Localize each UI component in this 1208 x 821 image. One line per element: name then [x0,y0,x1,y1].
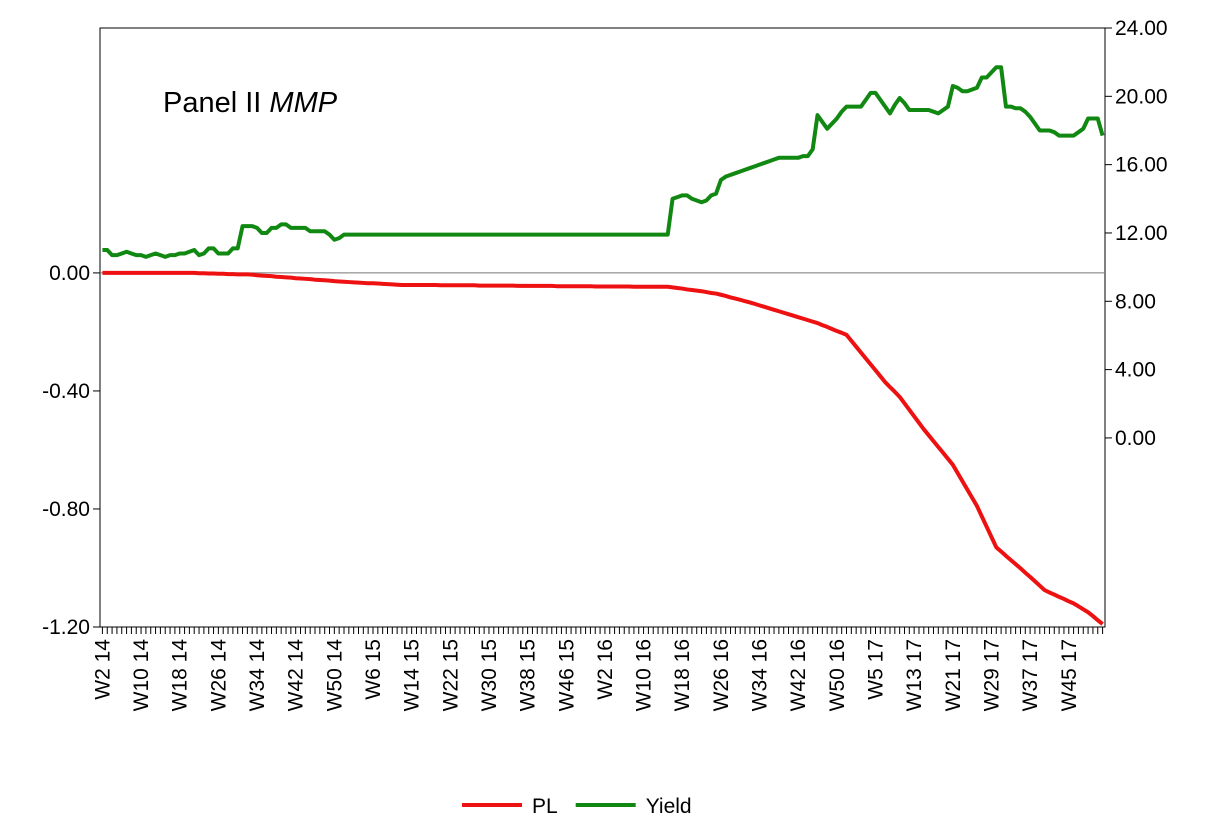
x-tick-label: W45 17 [1058,639,1081,711]
x-tick-label: W22 15 [439,639,462,711]
x-tick-label: W26 14 [207,639,230,712]
x-tick-label: W26 16 [710,639,733,711]
x-tick-label: W34 16 [749,639,772,711]
y2-tick-label: 8.00 [1115,290,1156,313]
x-tick-label: W18 14 [169,639,192,712]
plot-frame [99,27,1106,628]
x-tick-label: W42 14 [285,639,308,712]
y2-tick-label: 24.00 [1115,17,1168,40]
x-tick-label: W50 14 [323,639,346,712]
x-tick-label: W2 16 [594,639,617,700]
y2-tick-label: 16.00 [1115,154,1168,177]
y2-tick-label: 4.00 [1115,359,1156,382]
x-tick-label: W38 15 [517,639,540,711]
y-tick-label: -1.20 [42,616,90,639]
x-tick-label: W50 16 [826,639,849,711]
x-tick-label: W21 17 [942,639,965,711]
series-line [102,270,1104,626]
x-tick-label: W34 14 [246,639,269,712]
y2-tick-label: 20.00 [1115,85,1168,108]
y2-tick-label: 0.00 [1115,427,1156,450]
x-tick-label: W29 17 [980,639,1003,711]
x-tick-label: W10 14 [130,639,153,712]
x-tick-label: W10 16 [633,639,656,711]
x-tick-label: W2 14 [91,639,114,700]
annotation-part: Panel II [163,87,261,119]
x-tick-label: W5 17 [864,639,887,700]
x-tick-label: W46 15 [555,639,578,711]
annotation: Panel II MMP [163,87,338,119]
y2-tick-label: 12.00 [1115,222,1168,245]
x-tick-label: W6 15 [362,639,385,700]
y-tick-label: -0.40 [42,380,90,403]
x-tick-label: W30 15 [478,639,501,711]
x-tick-label: W18 16 [671,639,694,711]
y-tick-label: 0.00 [49,262,90,285]
annotation-part: MMP [269,87,337,119]
x-tick-label: W13 17 [903,639,926,711]
series-line [102,65,1105,259]
legend-label: Yield [646,795,692,818]
y-tick-label: -0.80 [42,498,90,521]
x-tick-label: W42 16 [787,639,810,711]
legend-label: PL [532,795,558,818]
x-tick-label: W37 17 [1019,639,1042,711]
x-tick-label: W14 15 [401,639,424,711]
